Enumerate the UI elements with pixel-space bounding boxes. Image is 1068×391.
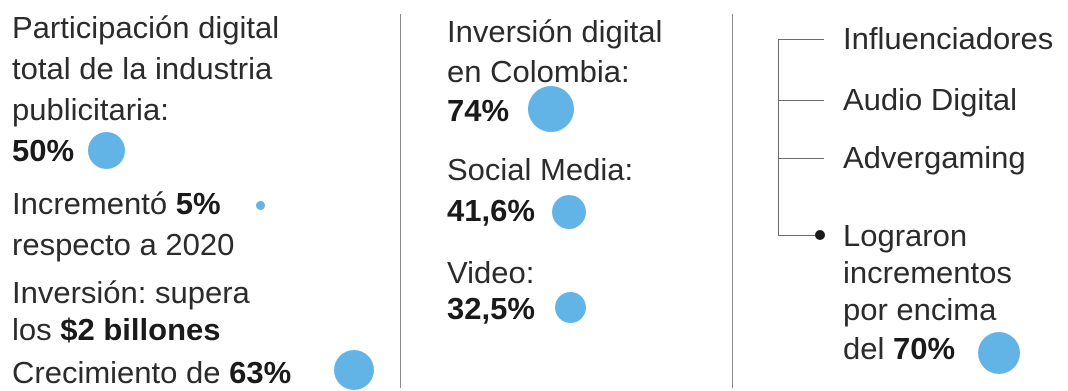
connector-2 [778,100,824,101]
inversion-digital-line-2: en Colombia: [447,54,630,89]
logro-line-1: Lograron [843,218,968,253]
social-media-label: Social Media: [447,152,634,187]
crecimiento-prefix: Crecimiento de [12,355,221,390]
logro-prefix: del [843,331,885,366]
logro-dot [978,332,1020,374]
inversion-line-2: los $2 billones [12,312,221,348]
inversion-prefix: los [12,312,52,347]
connector-spine [778,39,779,236]
item-audio-digital: Audio Digital [843,82,1018,117]
participacion-line-2: total de la industria [12,51,273,86]
crecimiento-value: 63% [229,355,292,390]
incremento-prefix: Incrementó [12,186,168,221]
video-value: 32,5% [447,291,535,326]
video-dot [555,292,586,323]
divider-2 [732,14,733,388]
incremento-line-2: respecto a 2020 [12,227,235,262]
participacion-line-3: publicitaria: [12,92,169,127]
crecimiento-dot [334,350,374,390]
item-advergaming: Advergaming [843,140,1026,175]
inversion-digital-line-1: Inversión digital [447,14,663,49]
connector-top [778,39,824,40]
inversion-value: $2 billones [60,312,221,347]
incremento-value: 5% [175,186,221,221]
logro-line-4: del 70% [843,331,955,367]
logro-value: 70% [893,331,956,366]
incremento-line-1: Incrementó 5% [12,186,221,222]
divider-1 [400,14,401,388]
participacion-line-1: Participación digital [12,10,280,45]
logro-line-3: por encima [843,292,997,327]
video-label: Video: [447,255,535,290]
logro-line-2: incrementos [843,255,1012,290]
incremento-dot [256,201,265,210]
inversion-digital-value: 74% [447,93,510,128]
social-media-dot [552,195,586,229]
item-influenciadores: Influenciadores [843,21,1054,56]
crecimiento-line: Crecimiento de 63% [12,355,291,391]
inversion-digital-dot [528,86,574,132]
participacion-value: 50% [12,133,75,168]
inversion-line-1: Inversión: supera [12,275,250,310]
bullet-dot [815,230,825,240]
participacion-dot [88,132,125,169]
connector-bottom [778,235,818,236]
social-media-value: 41,6% [447,193,535,228]
connector-3 [778,158,824,159]
